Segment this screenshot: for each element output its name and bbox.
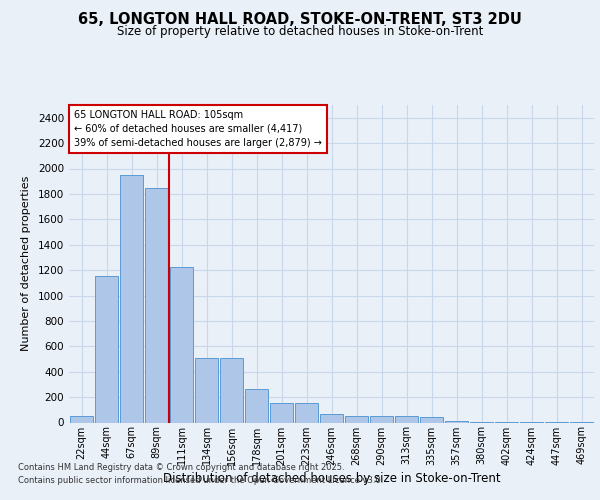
Text: Contains public sector information licensed under the Open Government Licence v3: Contains public sector information licen… (18, 476, 383, 485)
Bar (270, 403, 293, 422)
Bar (420, 418, 443, 422)
Bar (345, 416, 368, 422)
Bar (395, 416, 418, 422)
Y-axis label: Number of detached properties: Number of detached properties (21, 176, 31, 352)
Bar (445, 421, 468, 422)
Bar (245, 390, 268, 422)
Bar (295, 403, 318, 422)
Bar (170, 267, 193, 422)
Bar (370, 416, 393, 422)
Bar (145, 188, 168, 422)
Bar (95, 276, 118, 422)
Text: 65 LONGTON HALL ROAD: 105sqm
← 60% of detached houses are smaller (4,417)
39% of: 65 LONGTON HALL ROAD: 105sqm ← 60% of de… (74, 110, 322, 148)
Bar (120, 175, 143, 422)
Bar (70, 416, 93, 422)
Bar (220, 358, 243, 422)
Bar (195, 358, 218, 422)
Text: Size of property relative to detached houses in Stoke-on-Trent: Size of property relative to detached ho… (117, 25, 483, 38)
Text: Contains HM Land Registry data © Crown copyright and database right 2025.: Contains HM Land Registry data © Crown c… (18, 462, 344, 471)
X-axis label: Distribution of detached houses by size in Stoke-on-Trent: Distribution of detached houses by size … (163, 472, 500, 484)
Text: 65, LONGTON HALL ROAD, STOKE-ON-TRENT, ST3 2DU: 65, LONGTON HALL ROAD, STOKE-ON-TRENT, S… (78, 12, 522, 28)
Bar (320, 414, 343, 422)
